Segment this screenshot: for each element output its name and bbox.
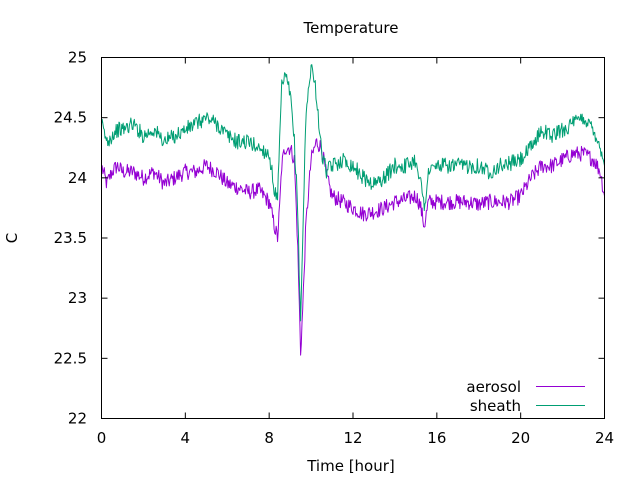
legend-label-aerosol: aerosol: [466, 378, 521, 396]
x-axis-label: Time [hour]: [306, 457, 395, 475]
x-tick-label: 20: [511, 429, 530, 447]
y-tick-label: 25: [68, 49, 87, 67]
series-layer: [101, 64, 605, 356]
y-tick-label: 24: [68, 169, 87, 187]
plot-frame: [101, 57, 605, 419]
x-tick-label: 16: [427, 429, 446, 447]
y-tick-label: 22.5: [54, 349, 87, 367]
legend-label-sheath: sheath: [470, 397, 521, 415]
y-tick-label: 23.5: [54, 229, 87, 247]
y-tick-label: 23: [68, 289, 87, 307]
tick-layer: 0 4 8 12 16 20 24 22 22.5 23 23.5 24 24.5 25: [54, 49, 614, 448]
series-line-aerosol: [101, 138, 605, 356]
y-axis-label: C: [3, 233, 21, 243]
x-tick-label: 4: [181, 429, 191, 447]
y-tick-label: 24.5: [54, 109, 87, 127]
x-tick-label: 24: [595, 429, 614, 447]
chart-title: Temperature: [302, 19, 398, 37]
legend: aerosol sheath: [466, 378, 585, 415]
x-tick-label: 12: [343, 429, 362, 447]
x-tick-label: 0: [97, 429, 107, 447]
y-tick-label: 22: [68, 410, 87, 428]
series-line-sheath: [101, 64, 605, 322]
x-tick-label: 8: [264, 429, 274, 447]
